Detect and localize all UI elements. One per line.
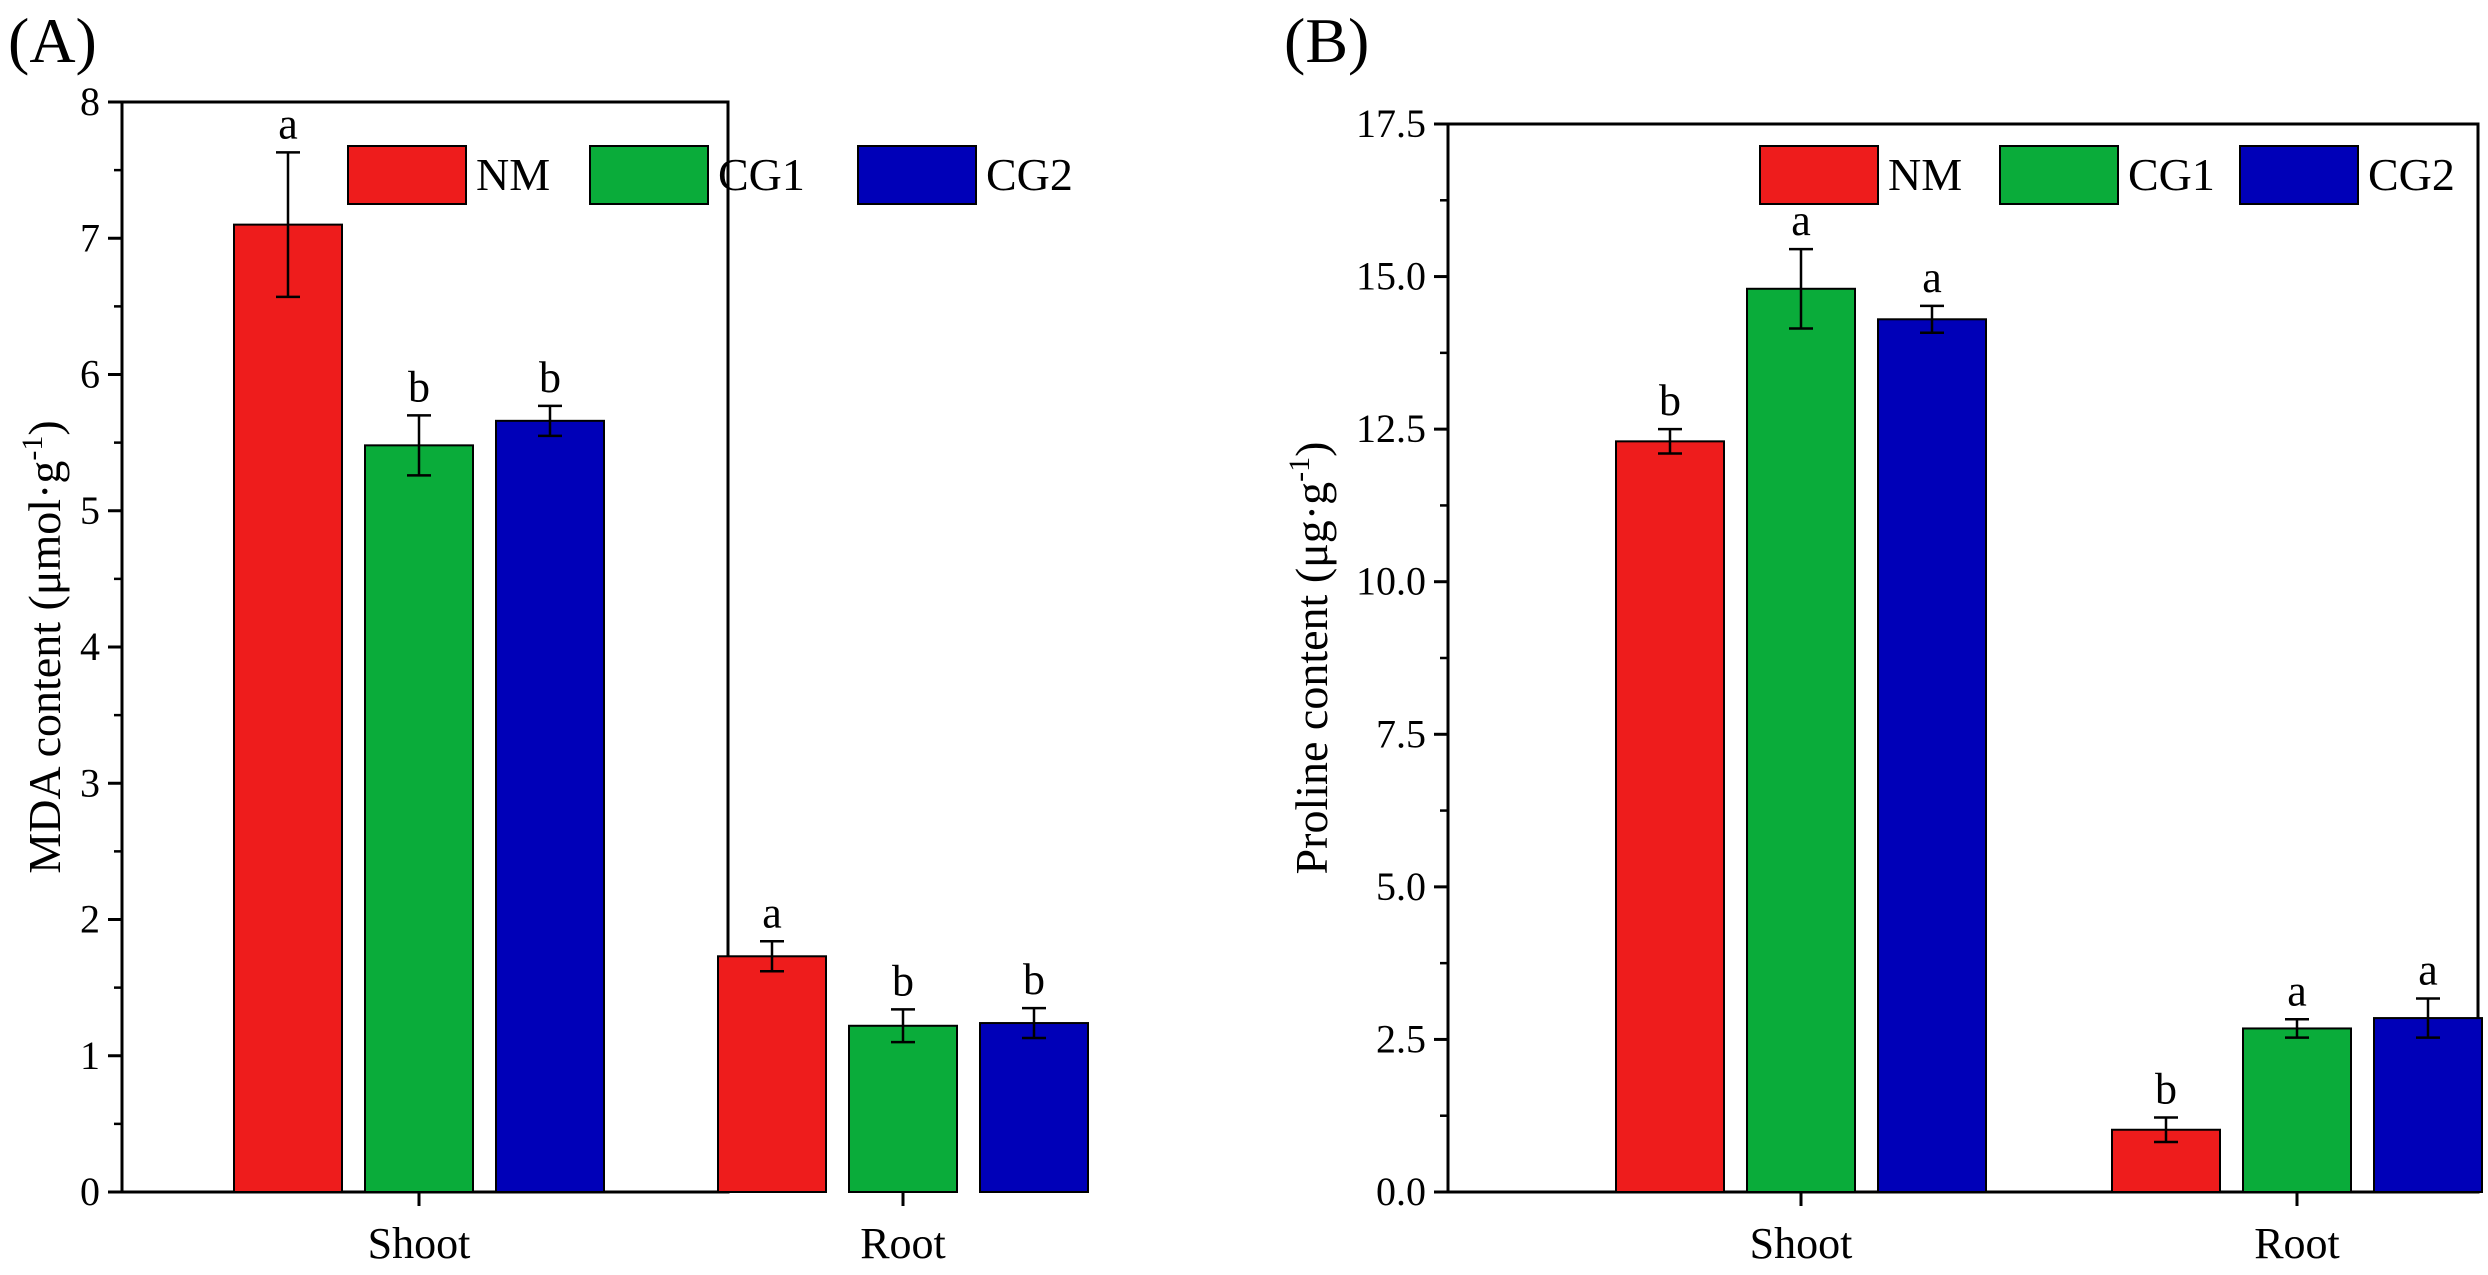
significance-letter: a	[2287, 966, 2307, 1015]
legend-swatch-cg2	[2239, 145, 2359, 205]
y-tick-label: 5.0	[1376, 864, 1426, 909]
bar-cg2-shoot	[1877, 318, 1987, 1193]
significance-letter: a	[2418, 946, 2438, 995]
bar-cg1-root	[848, 1024, 958, 1194]
legend-swatch-cg2	[857, 145, 977, 205]
y-axis-title-sup: -1	[1283, 457, 1316, 482]
panel-a-chart: (A) 0 1 2 3 4 5 6 7 8 MDA content (μmol·g-1) Shoot R…	[8, 5, 1089, 1268]
significance-letter: b	[892, 956, 914, 1005]
significance-letter: a	[278, 99, 298, 148]
y-axis-title-sup: -1	[16, 436, 49, 461]
significance-letter: a	[1922, 253, 1942, 302]
x-category-label: Root	[860, 1219, 946, 1268]
panel-b-chart: (B) 0.0 2.5 5.0 7.5 10.0 12.5 15.0 17.5 Proline c…	[1283, 5, 2483, 1268]
y-axis-title-main: Proline content (μg·g	[1286, 482, 1337, 875]
bar-nm-shoot	[233, 223, 343, 1193]
y-tick-label: 1	[80, 1033, 100, 1078]
y-tick-label: 7.5	[1376, 711, 1426, 756]
bar-nm-shoot	[1615, 440, 1725, 1193]
legend-swatch-nm	[347, 145, 467, 205]
legend-label: CG1	[718, 149, 805, 200]
panel-label: (A)	[8, 5, 97, 76]
y-tick-label: 0	[80, 1169, 100, 1214]
legend-swatch-nm	[1759, 145, 1879, 205]
panel-label: (B)	[1284, 5, 1369, 76]
significance-letter: b	[539, 353, 561, 402]
legend-label: NM	[476, 149, 550, 200]
bar-cg2-root	[2373, 1017, 2483, 1193]
y-tick-label: 17.5	[1356, 101, 1426, 146]
y-axis-title-main: MDA content (μmol·g	[19, 461, 70, 874]
y-tick-label: 2.5	[1376, 1016, 1426, 1061]
significance-letter: b	[1023, 955, 1045, 1004]
y-tick-label: 12.5	[1356, 406, 1426, 451]
y-tick-label: 0.0	[1376, 1169, 1426, 1214]
y-tick-label: 5	[80, 488, 100, 533]
y-tick-label: 2	[80, 897, 100, 942]
x-category-label: Root	[2254, 1219, 2340, 1268]
bar-nm-root	[717, 955, 827, 1193]
y-tick-label: 6	[80, 352, 100, 397]
y-tick-label: 15.0	[1356, 254, 1426, 299]
bar-cg1-root	[2242, 1027, 2352, 1194]
legend-label: NM	[1888, 149, 1962, 200]
legend-label: CG2	[2368, 149, 2455, 200]
bar-cg1-shoot	[1746, 287, 1856, 1193]
bar-cg2-root	[979, 1022, 1089, 1193]
y-tick-label: 8	[80, 79, 100, 124]
significance-letter: a	[1791, 196, 1811, 245]
y-tick-label: 10.0	[1356, 559, 1426, 604]
y-tick-label: 4	[80, 624, 100, 669]
significance-letter: b	[2155, 1065, 2177, 1114]
legend-label: CG1	[2128, 149, 2215, 200]
y-tick-label: 3	[80, 760, 100, 805]
legend-swatch-cg1	[589, 145, 709, 205]
y-axis-title-close: )	[1286, 442, 1337, 457]
significance-letter: b	[1659, 376, 1681, 425]
x-category-label: Shoot	[368, 1219, 471, 1268]
y-axis-title-close: )	[19, 420, 70, 435]
legend-label: CG2	[986, 149, 1073, 200]
y-axis-title: MDA content (μmol·g-1)	[16, 420, 70, 873]
bar-cg2-shoot	[495, 419, 605, 1193]
y-axis-title: Proline content (μg·g-1)	[1283, 442, 1337, 875]
significance-letter: b	[408, 362, 430, 411]
x-category-label: Shoot	[1750, 1219, 1853, 1268]
bar-cg1-shoot	[364, 444, 474, 1194]
legend-swatch-cg1	[1999, 145, 2119, 205]
significance-letter: a	[762, 888, 782, 937]
y-tick-label: 7	[80, 215, 100, 260]
